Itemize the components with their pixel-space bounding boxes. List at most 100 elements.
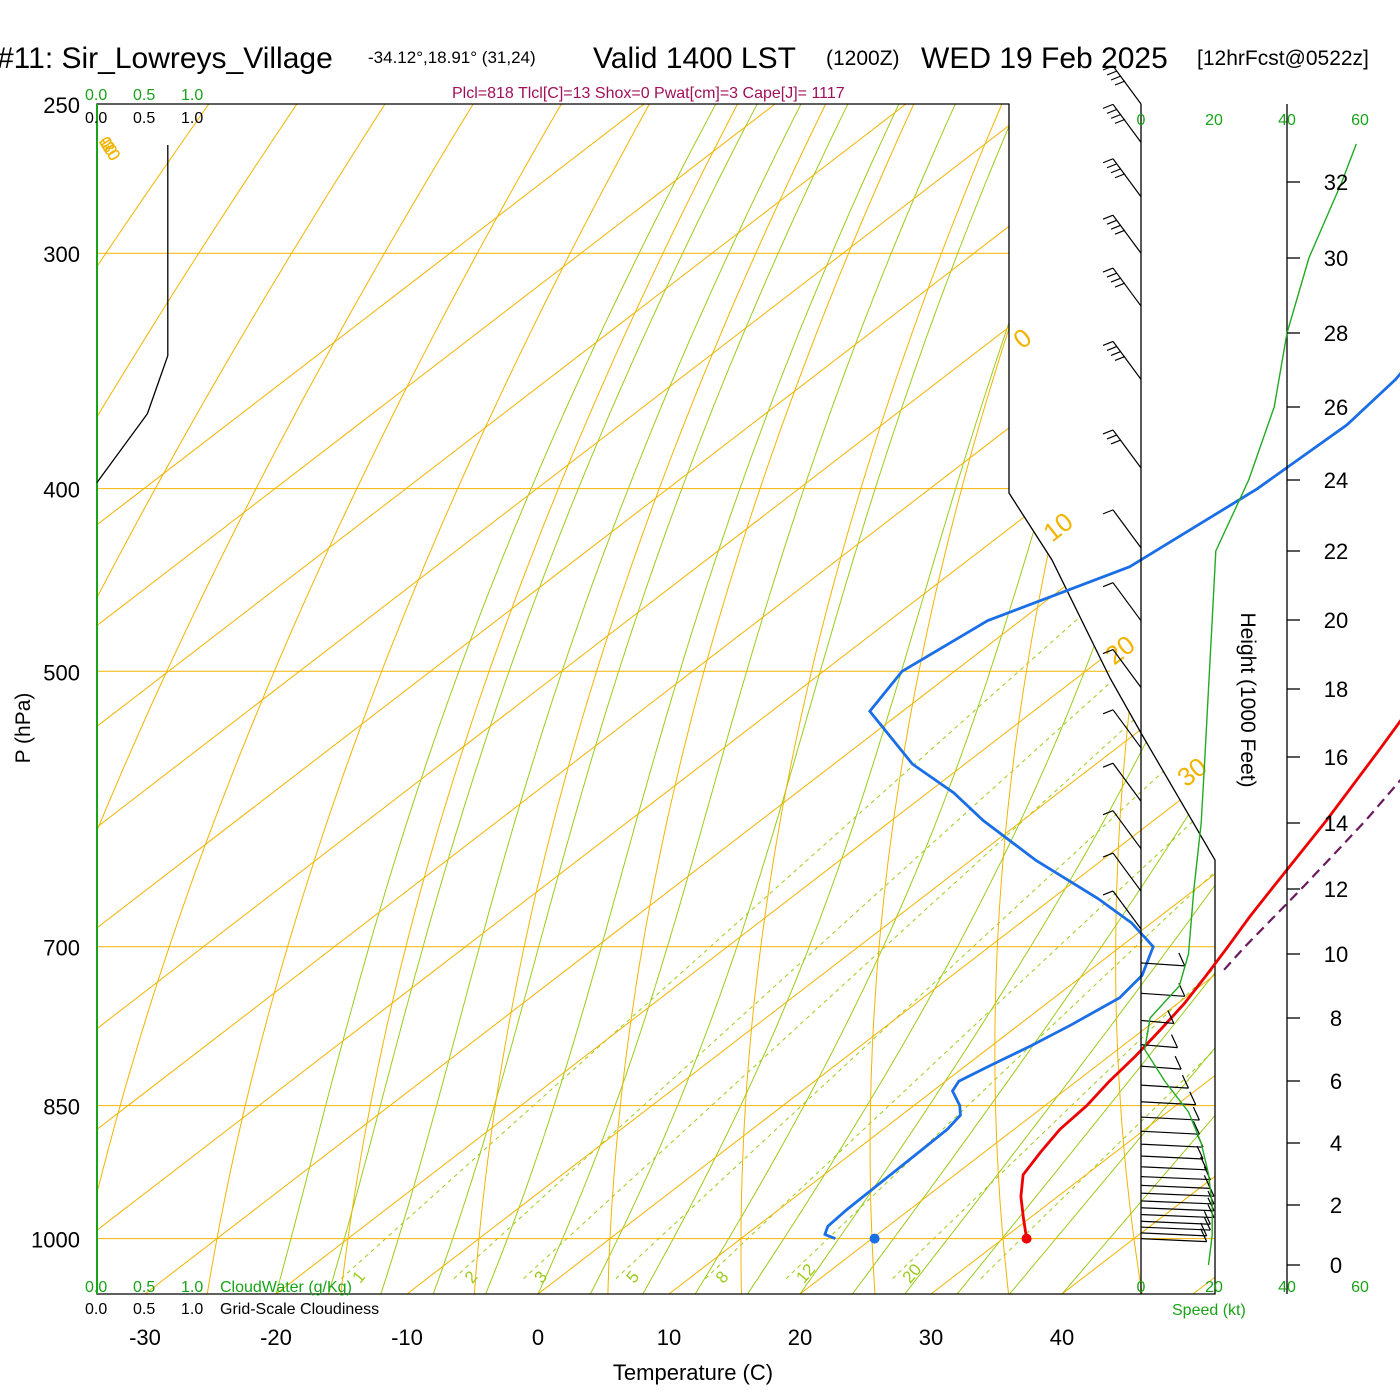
moist-adiabat — [904, 104, 1215, 1294]
wind-barb — [1140, 1116, 1200, 1121]
mixing-ratio-label: 5 — [623, 1267, 644, 1286]
wind-barb — [1112, 158, 1142, 198]
speed-tick-bottom: 60 — [1351, 1279, 1369, 1296]
cloud-panel: 0.0 0.5 1.0 0.0 0.5 1.0 0.0 0.5 1.0 Clou… — [85, 87, 379, 1318]
wind-barb-flag — [1114, 173, 1126, 179]
cloudiness-tick-top-2: 1.0 — [181, 110, 203, 127]
cloudwater-tick-bottom-0: 0.0 — [85, 1279, 107, 1296]
station-coords: -34.12°,18.91° (31,24) — [368, 48, 536, 67]
isotherm — [97, 104, 1038, 1294]
wind-barb — [1140, 1084, 1189, 1089]
dry-adiabat — [340, 104, 738, 1294]
mixing-ratio-line — [892, 488, 1215, 1279]
height-axis-label: Height (1000 Feet) — [1236, 612, 1259, 787]
mixing-ratio-line — [705, 488, 1215, 1279]
moist-adiabat — [275, 104, 819, 1294]
pressure-tick-label: 700 — [43, 936, 80, 961]
wind-barb-flag — [1178, 952, 1186, 967]
wind-barb — [1140, 1238, 1207, 1243]
wind-barb-flag — [1181, 1074, 1189, 1089]
x-tick-label: -30 — [129, 1325, 161, 1350]
cloudwater-tick-top-2: 1.0 — [181, 87, 203, 104]
pressure-tick-label: 300 — [43, 242, 80, 267]
zulu-time: (1200Z) — [826, 47, 900, 70]
speed-tick-top: 60 — [1351, 112, 1369, 129]
wind-barb — [1112, 104, 1142, 143]
wind-barb-flag — [1106, 272, 1118, 278]
speed-tick-bottom: 0 — [1137, 1279, 1146, 1296]
moist-adiabat — [956, 104, 1215, 1294]
x-tick-label: 10 — [657, 1325, 681, 1350]
wind-barb-flag — [1110, 168, 1122, 174]
wind-barb-flag — [1110, 224, 1122, 230]
plot-border — [96, 103, 1216, 1295]
dry-adiabat — [607, 104, 915, 1294]
cloudiness-label: Grid-Scale Cloudiness — [220, 1301, 379, 1318]
dry-adiabats — [97, 104, 1215, 1294]
mixing-ratio-line — [453, 488, 1215, 1279]
x-tick-label: 30 — [919, 1325, 943, 1350]
wind-barb-flag — [1170, 1034, 1179, 1048]
wind-barb — [1140, 992, 1185, 997]
forecast-date: WED 19 Feb 2025 — [921, 42, 1168, 75]
x-tick-label: -10 — [391, 1325, 423, 1350]
mixing-ratio-lines — [340, 488, 1215, 1279]
dry-adiabat — [97, 104, 386, 1294]
x-tick-label: 0 — [532, 1325, 544, 1350]
dry-adiabat — [740, 104, 1003, 1294]
wind-barb-flag — [1192, 1106, 1200, 1121]
cloudiness-tick-top-1: 0.5 — [133, 110, 155, 127]
wind-barbs — [1102, 65, 1215, 1243]
wind-barb — [1140, 1044, 1178, 1049]
height-tick-label: 22 — [1324, 539, 1348, 564]
x-tick-label: -20 — [260, 1325, 292, 1350]
wind-barb — [1140, 1192, 1215, 1197]
moist-adiabat — [694, 104, 1215, 1294]
wind-barb — [1140, 1232, 1207, 1237]
speed-tick-bottom: 40 — [1278, 1279, 1296, 1296]
wind-barb — [1140, 1220, 1211, 1225]
moist-adiabat — [485, 104, 991, 1294]
height-tick-label: 26 — [1324, 395, 1348, 420]
mixing-ratio-label: 8 — [712, 1267, 733, 1286]
mixing-ratio-line — [785, 488, 1215, 1279]
temperature-trace — [1019, 719, 1400, 1239]
wind-barb — [1112, 65, 1142, 105]
speed-label: Speed (kt) — [1172, 1302, 1246, 1319]
plot-outline — [96, 103, 1216, 1295]
pressure-tick-label: 1000 — [31, 1228, 80, 1253]
wind-barb — [1112, 890, 1142, 930]
station-title: #11: Sir_Lowreys_Village — [0, 42, 333, 75]
wind-barb — [1140, 1101, 1196, 1106]
wind-barb-flag — [1110, 350, 1122, 356]
pressure-tick-label: 250 — [43, 93, 80, 118]
wind-barb-flag — [1200, 1228, 1208, 1242]
isotherm — [1192, 104, 1215, 1294]
wind-barb-flag — [1110, 113, 1122, 119]
dewpoint-trace — [823, 372, 1400, 1240]
wind-barb — [1140, 1175, 1211, 1181]
moist-adiabat — [1009, 104, 1215, 1294]
wind-barb — [1112, 852, 1142, 892]
wind-barb-flag — [1102, 65, 1114, 71]
valid-time: Valid 1400 LST — [593, 42, 796, 75]
wind-barb — [1140, 1166, 1207, 1171]
wind-barb-flag — [1106, 163, 1118, 169]
wind-barb-flag — [1102, 762, 1114, 768]
wind-barb-flag — [1102, 810, 1114, 816]
pressure-tick-label: 500 — [43, 660, 80, 685]
dry-adiabat — [473, 104, 827, 1294]
dry-adiabat — [97, 104, 474, 1294]
wind-barb-flag — [1102, 509, 1114, 515]
height-curve — [1143, 143, 1357, 1266]
isotherm — [930, 104, 1215, 1294]
x-tick-label: 20 — [788, 1325, 812, 1350]
height-tick-label: 32 — [1324, 170, 1348, 195]
wind-barb-flag — [1106, 70, 1118, 76]
moist-adiabat-label: 30 — [1171, 751, 1212, 792]
wind-barb — [1112, 429, 1142, 469]
surface-dewpoint-dot — [869, 1233, 880, 1244]
cloudwater-label: CloudWater (g/Kg) — [220, 1279, 352, 1296]
